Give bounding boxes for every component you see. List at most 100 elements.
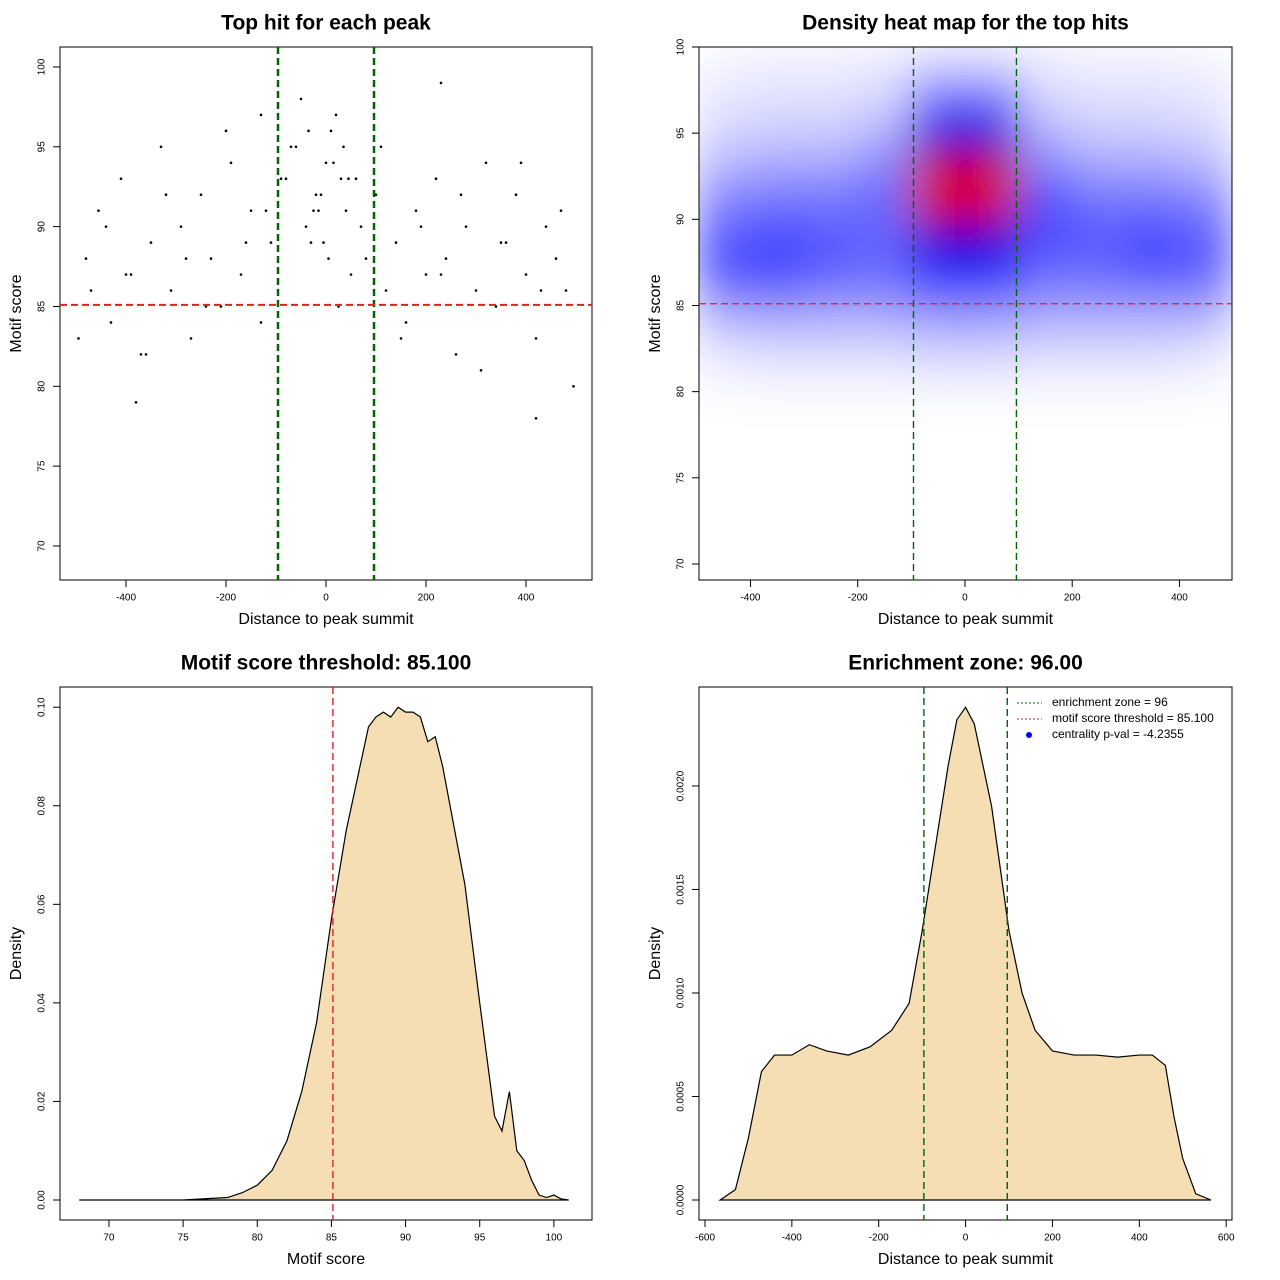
- y-tick-label: 95: [37, 141, 48, 153]
- heat-cell: [911, 115, 966, 151]
- x-tick-label: 400: [518, 593, 535, 604]
- heat-cell: [1018, 322, 1073, 358]
- heat-cell: [1125, 288, 1180, 324]
- panel-title: Enrichment zone: 96.00: [848, 652, 1083, 675]
- point: [324, 161, 328, 165]
- point: [394, 241, 398, 244]
- heat-cell: [964, 150, 1020, 186]
- heat-cell: [1179, 47, 1232, 82]
- heat-cell: [1179, 357, 1232, 393]
- plot-frame: [698, 46, 1233, 581]
- heat-cell: [1125, 357, 1180, 393]
- heat-cell: [857, 184, 912, 220]
- x-tick-label: -200: [869, 1233, 889, 1244]
- legend-swatch: [1026, 732, 1032, 738]
- heat-cell: [1018, 219, 1073, 255]
- point: [312, 209, 315, 212]
- point: [354, 177, 358, 181]
- heat-cell: [964, 184, 1020, 220]
- legend-label: motif score threshold = 85.100: [1052, 711, 1214, 725]
- y-tick-label: 0.0000: [676, 1184, 687, 1215]
- heat-cell: [857, 322, 912, 358]
- point: [304, 225, 308, 228]
- heat-cell: [1125, 184, 1180, 220]
- point: [399, 337, 403, 340]
- heat-cell: [699, 47, 751, 82]
- point: [284, 177, 288, 181]
- heat-cell: [1018, 115, 1073, 151]
- heat-cell: [857, 288, 912, 324]
- point: [554, 257, 558, 260]
- point: [349, 273, 353, 276]
- y-tick-label: 85: [37, 300, 48, 312]
- point: [534, 337, 538, 340]
- point: [294, 145, 298, 149]
- heat-cell: [1179, 219, 1232, 255]
- heat-cell: [1179, 253, 1232, 289]
- point: [327, 257, 330, 260]
- point: [189, 337, 193, 340]
- y-tick-label: 70: [676, 558, 687, 570]
- heat-cell: [1125, 115, 1180, 151]
- point: [414, 209, 418, 212]
- heat-cell: [804, 150, 859, 186]
- y-tick-label: 80: [37, 380, 48, 392]
- heat-cell: [750, 322, 805, 358]
- heat-cell: [857, 357, 912, 393]
- heat-cell: [804, 219, 859, 255]
- panel-title: Motif score threshold: 85.100: [181, 652, 472, 675]
- heat-cell: [804, 288, 859, 324]
- point: [332, 161, 335, 165]
- y-tick-label: 0.10: [37, 697, 48, 717]
- point: [504, 241, 508, 244]
- point: [264, 209, 268, 212]
- point: [379, 145, 383, 149]
- heat-cell: [699, 184, 751, 220]
- point: [464, 225, 468, 228]
- point: [199, 193, 203, 197]
- point: [384, 289, 388, 292]
- y-tick-label: 100: [676, 38, 687, 55]
- x-tick-label: 85: [326, 1233, 338, 1244]
- point: [329, 129, 333, 133]
- y-tick-label: 0.0020: [676, 770, 687, 801]
- heat-cell: [750, 81, 805, 117]
- point: [89, 289, 93, 292]
- point: [184, 257, 188, 260]
- point: [144, 353, 148, 356]
- heat-cell: [1072, 81, 1127, 117]
- heat-cell: [857, 47, 912, 82]
- heatmap: [699, 47, 1232, 393]
- x-tick-label: -400: [116, 593, 136, 604]
- y-tick-label: 85: [676, 299, 687, 311]
- point: [149, 241, 153, 244]
- heat-cell: [750, 47, 805, 82]
- heat-cell: [699, 253, 751, 289]
- x-tick-label: 75: [178, 1233, 190, 1244]
- point: [307, 129, 310, 133]
- point: [334, 113, 338, 117]
- heat-cell: [1125, 81, 1180, 117]
- heat-cell: [1179, 150, 1232, 186]
- point: [269, 241, 273, 244]
- point: [77, 337, 80, 340]
- heat-cell: [911, 357, 966, 393]
- heat-cell: [964, 47, 1020, 82]
- heat-cell: [1179, 81, 1232, 117]
- heat-cell: [750, 253, 805, 289]
- point: [572, 385, 575, 388]
- y-tick-label: 0.0010: [676, 977, 687, 1008]
- heat-cell: [750, 219, 805, 255]
- x-tick-label: 90: [400, 1233, 412, 1244]
- point: [299, 97, 303, 101]
- x-tick-label: 200: [1044, 1233, 1061, 1244]
- heat-cell: [911, 81, 966, 117]
- y-tick-label: 0.0015: [676, 874, 687, 905]
- heat-cell: [750, 357, 805, 393]
- y-axis-label: Density: [8, 927, 25, 980]
- x-tick-label: 400: [1131, 1233, 1148, 1244]
- heat-cell: [1072, 288, 1127, 324]
- point: [374, 193, 378, 197]
- point: [344, 209, 348, 212]
